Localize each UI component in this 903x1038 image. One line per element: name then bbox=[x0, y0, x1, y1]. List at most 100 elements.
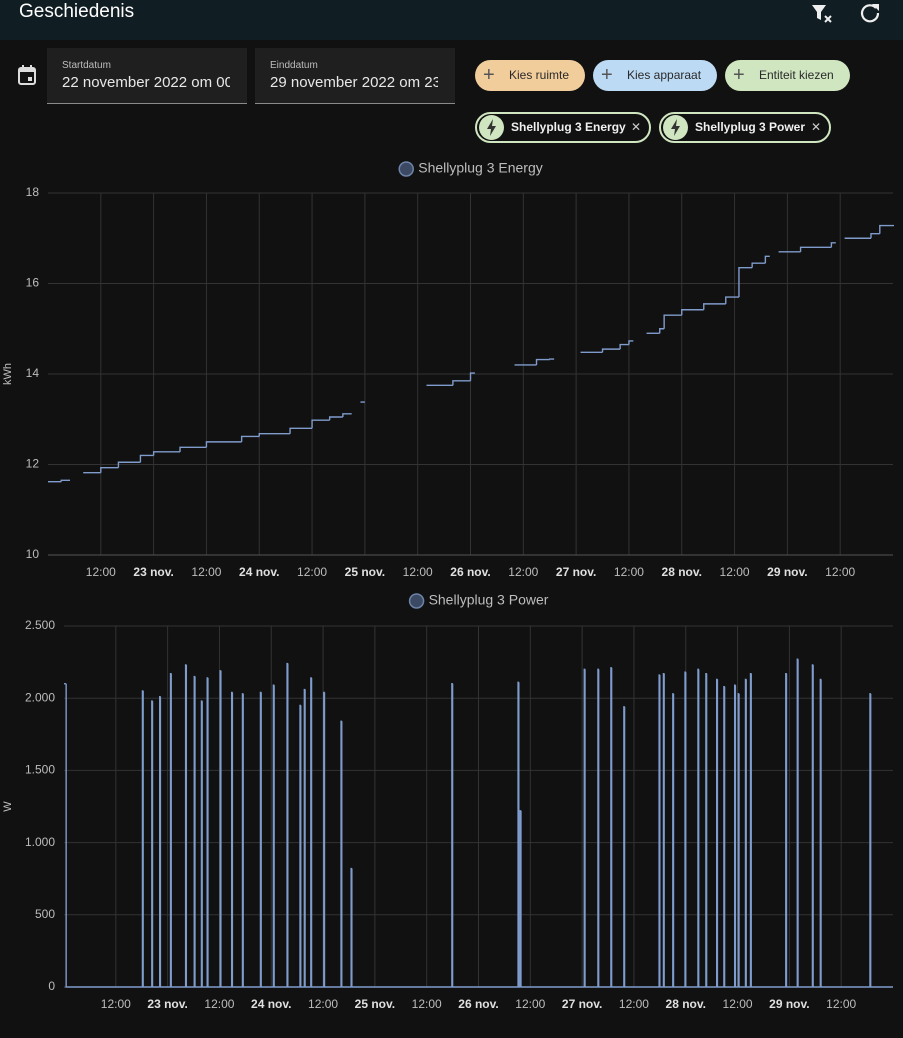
picker-chip[interactable]: + Kies ruimte bbox=[475, 60, 585, 91]
x-tick-label: 12:00 bbox=[825, 565, 855, 579]
line-segment bbox=[151, 701, 160, 988]
x-tick-label: 12:00 bbox=[412, 997, 442, 1011]
entity-chip[interactable]: Shellyplug 3 Power ✕ bbox=[659, 112, 831, 143]
line-segment bbox=[100, 466, 119, 473]
line-segment bbox=[452, 380, 471, 386]
line-segment bbox=[610, 667, 624, 988]
picker-chip[interactable]: + Entiteit kiezen bbox=[725, 60, 850, 91]
entity-chip[interactable]: Shellyplug 3 Energy ✕ bbox=[475, 112, 651, 143]
line-segment bbox=[785, 673, 798, 988]
x-tick-label: 12:00 bbox=[308, 997, 338, 1011]
x-tick-label: 12:00 bbox=[515, 997, 545, 1011]
line-segment bbox=[231, 692, 243, 988]
line-segment bbox=[659, 328, 665, 334]
end-date[interactable]: Einddatum 29 november 2022 om 23:59 bbox=[255, 48, 455, 104]
x-tick-label: 25 nov. bbox=[345, 565, 385, 579]
x-tick-label: 12:00 bbox=[86, 565, 116, 579]
x-tick-label: 12:00 bbox=[508, 565, 538, 579]
line-segment bbox=[681, 309, 704, 316]
line-segment bbox=[869, 693, 893, 988]
y-tick-label: 1.000 bbox=[25, 835, 55, 849]
y-axis-label: kWh bbox=[2, 363, 14, 385]
legend-marker bbox=[408, 593, 425, 609]
y-tick-label: 18 bbox=[26, 185, 40, 199]
x-tick-label: 23 nov. bbox=[133, 565, 173, 579]
x-tick-label: 24 nov. bbox=[251, 997, 291, 1011]
line-segment bbox=[185, 664, 195, 988]
start-date[interactable]: Startdatum 22 november 2022 om 00:00 bbox=[47, 48, 247, 104]
y-tick-label: 16 bbox=[26, 276, 40, 290]
x-tick-label: 27 nov. bbox=[556, 565, 596, 579]
x-tick-label: 12:00 bbox=[826, 997, 856, 1011]
line-segment bbox=[812, 664, 821, 988]
x-tick-label: 12:00 bbox=[723, 997, 753, 1011]
legend-label: Shellyplug 3 Power bbox=[429, 592, 549, 608]
remove-button[interactable]: ✕ bbox=[810, 120, 821, 134]
line-segment bbox=[323, 692, 342, 988]
entity-icon bbox=[479, 115, 504, 140]
line-segment bbox=[342, 413, 352, 417]
line-segment bbox=[738, 693, 746, 988]
calendar-icon[interactable] bbox=[16, 64, 38, 86]
remove-button[interactable]: ✕ bbox=[630, 120, 641, 134]
x-tick-label: 27 nov. bbox=[562, 997, 602, 1011]
line-segment bbox=[152, 451, 181, 456]
line-segment bbox=[201, 701, 208, 988]
line-segment bbox=[60, 479, 71, 482]
line-segment bbox=[220, 670, 232, 988]
line-segment bbox=[328, 416, 343, 421]
chip-label: Kies apparaat bbox=[627, 68, 702, 82]
x-tick-label: 12:00 bbox=[614, 565, 644, 579]
field-value: 29 november 2022 om 23:59 bbox=[270, 74, 438, 91]
x-tick-label: 26 nov. bbox=[458, 997, 498, 1011]
x-tick-label: 12:00 bbox=[101, 997, 131, 1011]
x-tick-label: 12:00 bbox=[204, 997, 234, 1011]
line-segment bbox=[628, 340, 634, 345]
chip-label: Kies ruimte bbox=[509, 68, 570, 82]
y-tick-label: 2.000 bbox=[25, 690, 55, 704]
x-tick-label: 23 nov. bbox=[147, 997, 187, 1011]
field-value: 22 november 2022 om 00:00 bbox=[62, 74, 230, 91]
line-segment bbox=[597, 669, 611, 988]
line-segment bbox=[703, 303, 726, 310]
line-segment bbox=[764, 255, 770, 264]
line-segment bbox=[170, 673, 186, 988]
line-segment bbox=[311, 419, 330, 429]
y-tick-label: 0 bbox=[48, 979, 55, 993]
y-tick-label: 500 bbox=[35, 907, 55, 921]
chip-label: Shellyplug 3 Power bbox=[695, 120, 806, 134]
y-tick-label: 2.500 bbox=[25, 618, 55, 632]
field-label: Startdatum bbox=[62, 60, 111, 71]
clear-filter-button[interactable] bbox=[810, 2, 834, 26]
line-segment bbox=[723, 686, 735, 988]
line-segment bbox=[734, 685, 739, 988]
top-bar: Geschiedenis bbox=[0, 0, 903, 40]
legend-marker bbox=[398, 161, 414, 177]
line-segment bbox=[300, 705, 305, 988]
x-tick-label: 28 nov. bbox=[666, 997, 706, 1011]
line-segment bbox=[258, 433, 291, 437]
line-segment bbox=[745, 679, 751, 988]
line-segment bbox=[738, 266, 753, 298]
line-segment bbox=[469, 372, 475, 381]
x-tick-label: 29 nov. bbox=[769, 997, 809, 1011]
x-tick-label: 12:00 bbox=[619, 997, 649, 1011]
line-segment bbox=[242, 693, 261, 988]
line-segment bbox=[273, 685, 288, 988]
picker-chip[interactable]: + Kies apparaat bbox=[593, 60, 717, 91]
line-segment bbox=[659, 675, 664, 988]
line-segment bbox=[601, 348, 621, 353]
refresh-button[interactable] bbox=[858, 1, 882, 25]
line-segment bbox=[142, 690, 152, 988]
line-segment bbox=[304, 689, 311, 988]
y-tick-label: 1.500 bbox=[25, 763, 55, 777]
line-segment bbox=[289, 427, 313, 434]
x-tick-label: 12:00 bbox=[297, 565, 327, 579]
line-segment bbox=[725, 296, 739, 304]
line-segment bbox=[139, 454, 154, 463]
line-segment bbox=[287, 663, 301, 988]
x-tick-label: 26 nov. bbox=[450, 565, 490, 579]
line-segment bbox=[830, 242, 836, 248]
